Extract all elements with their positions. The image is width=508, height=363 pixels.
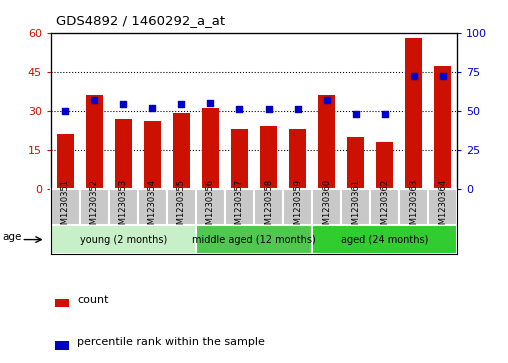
Text: count: count bbox=[77, 295, 109, 305]
Point bbox=[90, 97, 99, 103]
Text: GDS4892 / 1460292_a_at: GDS4892 / 1460292_a_at bbox=[56, 15, 225, 28]
Bar bbox=[51, 225, 196, 254]
Bar bbox=[225, 189, 254, 225]
Text: GSM1230352: GSM1230352 bbox=[90, 179, 99, 235]
Text: aged (24 months): aged (24 months) bbox=[341, 234, 428, 245]
Bar bbox=[173, 113, 190, 189]
Bar bbox=[56, 134, 74, 189]
Bar bbox=[260, 126, 277, 189]
Bar bbox=[347, 137, 364, 189]
Bar bbox=[312, 225, 457, 254]
Text: GSM1230363: GSM1230363 bbox=[409, 179, 418, 235]
Bar bbox=[55, 299, 69, 307]
Point bbox=[265, 106, 273, 112]
Point bbox=[206, 100, 214, 106]
Point bbox=[409, 73, 418, 79]
Bar bbox=[196, 189, 225, 225]
Bar bbox=[289, 129, 306, 189]
Point bbox=[323, 97, 331, 103]
Text: GSM1230360: GSM1230360 bbox=[322, 179, 331, 235]
Point bbox=[61, 108, 70, 114]
Bar bbox=[254, 189, 283, 225]
Text: GSM1230351: GSM1230351 bbox=[61, 179, 70, 235]
Bar bbox=[434, 66, 452, 189]
Point bbox=[119, 102, 128, 107]
Text: GSM1230361: GSM1230361 bbox=[351, 179, 360, 235]
Point bbox=[380, 111, 389, 117]
Text: GSM1230354: GSM1230354 bbox=[148, 179, 157, 235]
Point bbox=[235, 106, 243, 112]
Point bbox=[148, 105, 156, 110]
Bar bbox=[231, 129, 248, 189]
Point bbox=[438, 73, 447, 79]
Bar bbox=[109, 189, 138, 225]
Bar bbox=[283, 189, 312, 225]
Point bbox=[352, 111, 360, 117]
Bar bbox=[80, 189, 109, 225]
Text: GSM1230362: GSM1230362 bbox=[380, 179, 389, 235]
Bar bbox=[399, 189, 428, 225]
Text: middle aged (12 months): middle aged (12 months) bbox=[192, 234, 316, 245]
Bar bbox=[312, 189, 341, 225]
Text: GSM1230357: GSM1230357 bbox=[235, 179, 244, 235]
Bar bbox=[55, 342, 69, 350]
Bar bbox=[318, 95, 335, 189]
Bar bbox=[428, 189, 457, 225]
Bar bbox=[86, 95, 103, 189]
Point bbox=[177, 102, 185, 107]
Bar bbox=[405, 38, 422, 189]
Text: GSM1230355: GSM1230355 bbox=[177, 179, 186, 235]
Bar bbox=[196, 225, 312, 254]
Text: GSM1230353: GSM1230353 bbox=[119, 179, 128, 235]
Text: age: age bbox=[3, 232, 22, 242]
Bar bbox=[115, 118, 132, 189]
Text: percentile rank within the sample: percentile rank within the sample bbox=[77, 337, 265, 347]
Bar bbox=[341, 189, 370, 225]
Text: GSM1230364: GSM1230364 bbox=[438, 179, 447, 235]
Bar bbox=[202, 108, 219, 189]
Text: young (2 months): young (2 months) bbox=[80, 234, 167, 245]
Bar bbox=[138, 189, 167, 225]
Point bbox=[294, 106, 302, 112]
Text: GSM1230358: GSM1230358 bbox=[264, 179, 273, 235]
Text: GSM1230359: GSM1230359 bbox=[293, 179, 302, 235]
Bar bbox=[376, 142, 393, 189]
Text: GSM1230356: GSM1230356 bbox=[206, 179, 215, 235]
Bar bbox=[167, 189, 196, 225]
Bar bbox=[144, 121, 161, 189]
Bar bbox=[370, 189, 399, 225]
Bar bbox=[51, 189, 80, 225]
